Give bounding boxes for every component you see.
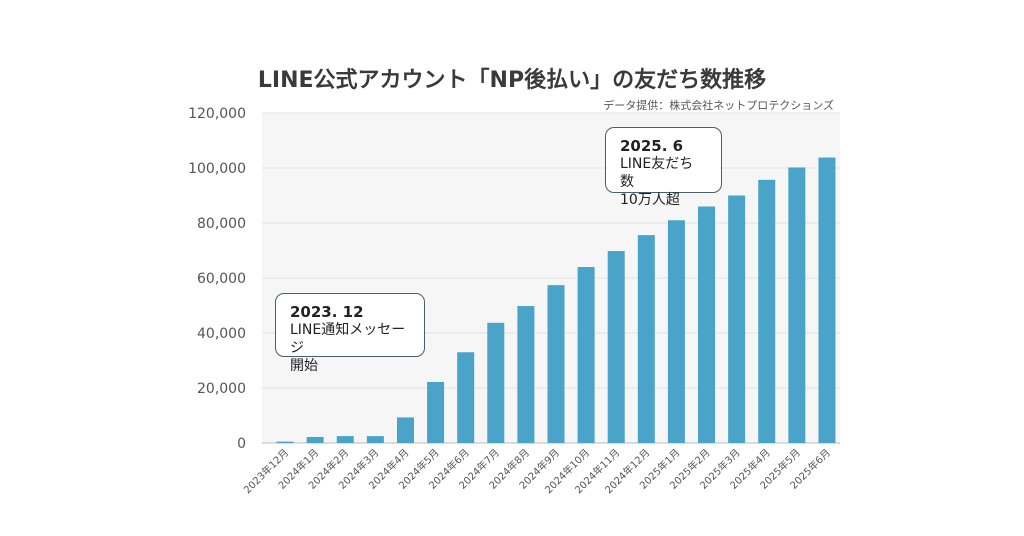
bar [667,220,685,443]
bar [457,352,475,443]
bar [758,179,776,443]
chart-title: LINE公式アカウント「NP後払い」の友だち数推移 [257,68,767,93]
bar [818,157,836,444]
y-tick-label: 0 [237,436,246,452]
bar [547,285,565,443]
annotation-line: LINE友だち数 [620,156,694,190]
bar [728,195,746,443]
bar [336,436,354,443]
bar [396,417,414,443]
annotation-line: 開始 [290,358,318,374]
y-tick-label: 20,000 [197,381,246,397]
annotation-line: 2023. 12 [290,303,364,321]
annotation-2025-06: 2025. 6 LINE友だち数 10万人超 [605,127,722,208]
bar [517,306,535,443]
annotation-line: LINE通知メッセージ [290,322,406,356]
annotation-2023-12: 2023. 12 LINE通知メッセージ 開始 [275,293,425,374]
y-tick-label: 120,000 [188,106,246,122]
data-source-note: データ提供：株式会社ネットプロテクションズ [603,99,834,112]
bars [276,157,836,444]
y-tick-label: 80,000 [197,216,246,232]
bar [607,251,625,443]
bar [698,206,716,443]
y-tick-label: 40,000 [197,326,246,342]
y-axis: 0 20,000 40,000 60,000 80,000 100,000 120,000 [188,106,246,452]
bar [637,235,655,443]
bar [788,167,806,443]
annotation-line: 10万人超 [620,192,680,208]
bar [306,436,324,443]
y-tick-label: 60,000 [197,271,246,287]
bar [577,267,595,443]
bar [427,381,445,443]
x-axis: 2023年12月2024年1月2024年2月2024年3月2024年4月2024… [241,446,833,496]
bar [276,441,294,443]
bar [487,322,505,443]
bar [366,436,384,443]
annotation-line: 2025. 6 [620,137,684,155]
y-tick-label: 100,000 [188,161,246,177]
